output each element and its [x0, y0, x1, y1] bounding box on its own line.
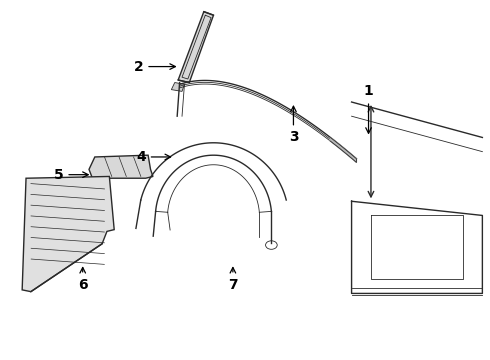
Polygon shape	[172, 82, 184, 91]
Text: 5: 5	[53, 168, 88, 182]
Text: 3: 3	[289, 106, 298, 144]
Text: 1: 1	[364, 84, 373, 133]
Polygon shape	[178, 12, 214, 82]
Text: 7: 7	[228, 267, 238, 292]
Text: 6: 6	[78, 267, 88, 292]
Text: 2: 2	[134, 59, 175, 73]
Polygon shape	[22, 176, 114, 292]
Text: 4: 4	[136, 150, 171, 164]
Polygon shape	[89, 155, 153, 178]
Polygon shape	[330, 138, 356, 162]
